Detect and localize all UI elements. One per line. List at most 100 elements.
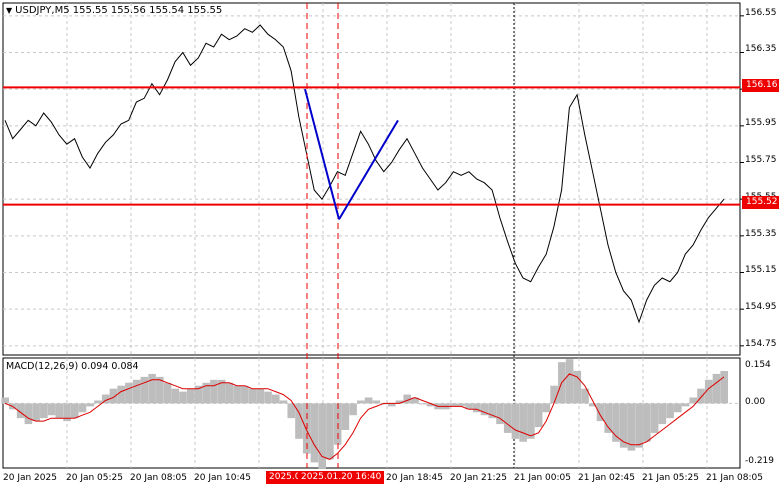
macd-histogram-bar	[163, 382, 172, 404]
macd-histogram-bar	[542, 403, 551, 413]
macd-histogram-bar	[341, 403, 350, 430]
macd-histogram-bar	[465, 403, 473, 410]
macd-histogram-bar	[488, 403, 497, 419]
macd-histogram-bar	[32, 403, 40, 422]
macd-histogram-bar	[171, 388, 180, 404]
macd-histogram-bar	[519, 403, 527, 442]
macd-histogram-bar	[225, 382, 234, 404]
macd-histogram-bar	[256, 388, 265, 404]
macd-histogram-bar	[117, 385, 125, 404]
macd-histogram-bar	[720, 370, 728, 404]
macd-histogram-bar	[380, 403, 388, 405]
price-panel-frame	[2, 2, 741, 356]
macd-signal-line	[4, 373, 725, 460]
time-axis-label: 20 Jan 08:05	[130, 473, 187, 483]
macd-histogram-bar	[295, 403, 303, 439]
macd-histogram-bar	[210, 379, 218, 404]
macd-histogram-bar	[596, 403, 605, 422]
macd-histogram-bar	[132, 379, 141, 404]
macd-histogram-bar	[109, 388, 118, 404]
macd-histogram-bar	[194, 385, 203, 404]
symbol-info: USDJPY,M5 155.55 155.56 155.54 155.55	[15, 5, 223, 16]
macd-histogram-bar	[496, 403, 504, 425]
macd-histogram-bar	[426, 403, 435, 407]
macd-histogram-bar	[581, 388, 589, 404]
macd-histogram-bar	[202, 382, 211, 404]
macd-histogram-bar	[310, 403, 319, 463]
chart-title: ▼ USDJPY,M5 155.55 155.56 155.54 155.55	[6, 5, 222, 16]
macd-histogram-bar	[658, 403, 667, 425]
macd-histogram-bar	[689, 397, 698, 404]
macd-histogram-bar	[681, 403, 690, 407]
macd-axis-label: -0.219	[745, 456, 775, 466]
trend-line	[304, 88, 340, 220]
time-axis-label: 21 Jan 00:05	[514, 473, 571, 483]
price-axis-label: 155.95	[745, 118, 777, 128]
time-axis-label: 20 Jan 18:45	[386, 473, 443, 483]
macd-histogram-bar	[78, 403, 87, 413]
macd-histogram-bar	[125, 382, 133, 404]
price-axis-label: 156.55	[745, 8, 777, 18]
macd-histogram-bar	[503, 403, 512, 433]
macd-histogram-bar	[1, 397, 9, 404]
macd-histogram-bar	[287, 403, 296, 419]
price-axis-label: 155.35	[745, 229, 777, 239]
macd-histogram-bar	[697, 388, 705, 404]
macd-histogram-bar	[395, 400, 404, 404]
macd-histogram-bar	[712, 373, 721, 404]
macd-histogram-bar	[364, 397, 373, 404]
time-axis-label: 21 Jan 08:05	[706, 473, 763, 483]
macd-histogram-bar	[357, 400, 365, 404]
macd-histogram-bar	[140, 376, 149, 404]
price-axis-label: 154.75	[745, 339, 777, 349]
macd-histogram-bar	[101, 394, 110, 404]
macd-histogram-bar	[241, 385, 249, 404]
macd-histogram-bar	[148, 373, 156, 404]
macd-histogram-bar	[643, 403, 651, 442]
macd-histogram-bar	[349, 403, 357, 416]
macd-histogram-bar	[635, 403, 643, 448]
price-axis-label: 155.15	[745, 265, 777, 275]
price-level-tag: 155.52	[742, 196, 779, 209]
time-axis-label: 20 Jan 10:45	[194, 473, 251, 483]
macd-histogram-bar	[326, 403, 334, 460]
macd-histogram-bar	[473, 403, 481, 413]
macd-histogram-bar	[24, 403, 33, 425]
price-axis-label: 154.95	[745, 302, 777, 312]
macd-histogram-bar	[704, 379, 713, 404]
price-axis-label: 155.75	[745, 155, 777, 165]
time-axis-label: 20 Jan 05:25	[66, 473, 123, 483]
macd-histogram-bar	[527, 403, 535, 439]
macd-histogram-bar	[186, 388, 195, 404]
macd-histogram-bar	[248, 388, 257, 404]
time-axis-label: 20 Jan 2025	[3, 473, 57, 483]
macd-histogram-bar	[588, 403, 597, 407]
macd-histogram-bar	[480, 403, 489, 416]
time-axis-label: 21 Jan 05:25	[642, 473, 699, 483]
macd-histogram-bar	[156, 376, 164, 404]
macd-histogram-bar	[550, 385, 558, 404]
macd-histogram-bar	[70, 403, 79, 419]
macd-histogram-bar	[457, 403, 466, 407]
macd-histogram-bar	[418, 403, 427, 405]
triangle-down-icon: ▼	[6, 6, 13, 15]
macd-histogram-bar	[565, 359, 574, 404]
macd-histogram-bar	[217, 379, 226, 404]
trend-line	[338, 119, 399, 220]
crosshair-time-tag: 2025.0	[266, 471, 304, 484]
macd-histogram-bar	[86, 403, 95, 407]
crosshair-time-tag: 2025.01.20 16:40	[298, 471, 385, 484]
macd-histogram-bar	[47, 403, 56, 416]
macd-histogram-bar	[372, 400, 381, 404]
macd-histogram-bar	[534, 403, 543, 428]
macd-histogram-bar	[16, 403, 25, 419]
macd-histogram-bar	[318, 403, 326, 469]
macd-histogram-bar	[666, 403, 674, 419]
macd-histogram-bar	[179, 391, 187, 404]
price-axis-label: 156.35	[745, 44, 777, 54]
macd-axis-label: 0.00	[745, 397, 766, 407]
macd-histogram-bar	[55, 403, 64, 419]
macd-histogram-bar	[650, 403, 659, 433]
